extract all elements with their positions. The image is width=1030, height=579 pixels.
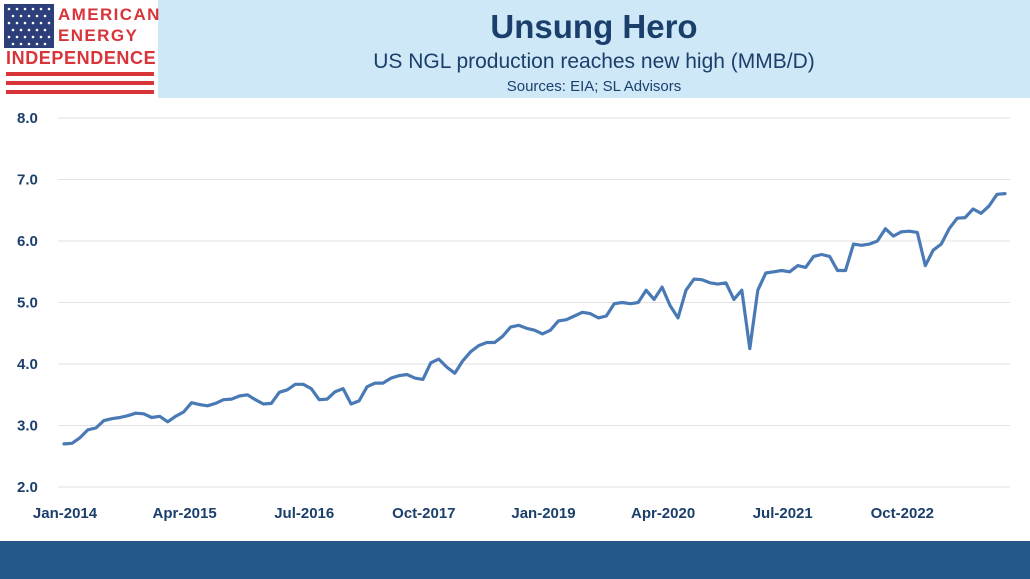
x-tick-label: Jul-2016 — [274, 505, 334, 522]
grid-lines — [58, 117, 1010, 488]
logo-text-line1: AMERICAN — [58, 5, 161, 24]
header-band — [158, 0, 1030, 98]
x-tick-label: Jan-2014 — [33, 505, 98, 522]
y-tick-label: 2.0 — [17, 479, 38, 496]
logo-stripes-icon — [6, 72, 154, 94]
logo-text-line2: ENERGY — [58, 26, 139, 45]
logo-text-line3: INDEPENDENCE — [6, 48, 157, 68]
x-tick-label: Oct-2022 — [871, 505, 934, 522]
y-tick-label: 3.0 — [17, 418, 38, 435]
y-tick-label: 7.0 — [17, 172, 38, 189]
chart-title: Unsung Hero — [490, 8, 698, 45]
y-tick-label: 5.0 — [17, 295, 38, 312]
american-energy-independence-logo: AMERICAN ENERGY INDEPENDENCE — [4, 2, 159, 97]
y-axis-ticks: 2.0 3.0 4.0 5.0 6.0 7.0 8.0 — [17, 110, 38, 496]
y-tick-label: 6.0 — [17, 233, 38, 250]
series-line-ngl-production — [62, 191, 1007, 446]
x-tick-label: Apr-2015 — [153, 505, 217, 522]
x-tick-label: Jan-2019 — [511, 505, 575, 522]
x-tick-label: Jul-2021 — [753, 505, 813, 522]
footer-band — [0, 541, 1030, 579]
line-chart: 2.0 3.0 4.0 5.0 6.0 7.0 8.0 Jan-2014 Apr-2015 Ju… — [17, 110, 1010, 522]
chart-subtitle: US NGL production reaches new high (MMB/… — [373, 50, 815, 73]
x-axis-ticks: Jan-2014 Apr-2015 Jul-2016 Oct-2017 Jan-2019… — [33, 505, 934, 522]
chart-sources: Sources: EIA; SL Advisors — [506, 78, 682, 95]
y-tick-label: 8.0 — [17, 110, 38, 127]
y-tick-label: 4.0 — [17, 356, 38, 373]
x-tick-label: Apr-2020 — [631, 505, 695, 522]
us-flag-icon — [4, 4, 54, 48]
x-tick-label: Oct-2017 — [392, 505, 455, 522]
series-layer — [62, 191, 1007, 446]
